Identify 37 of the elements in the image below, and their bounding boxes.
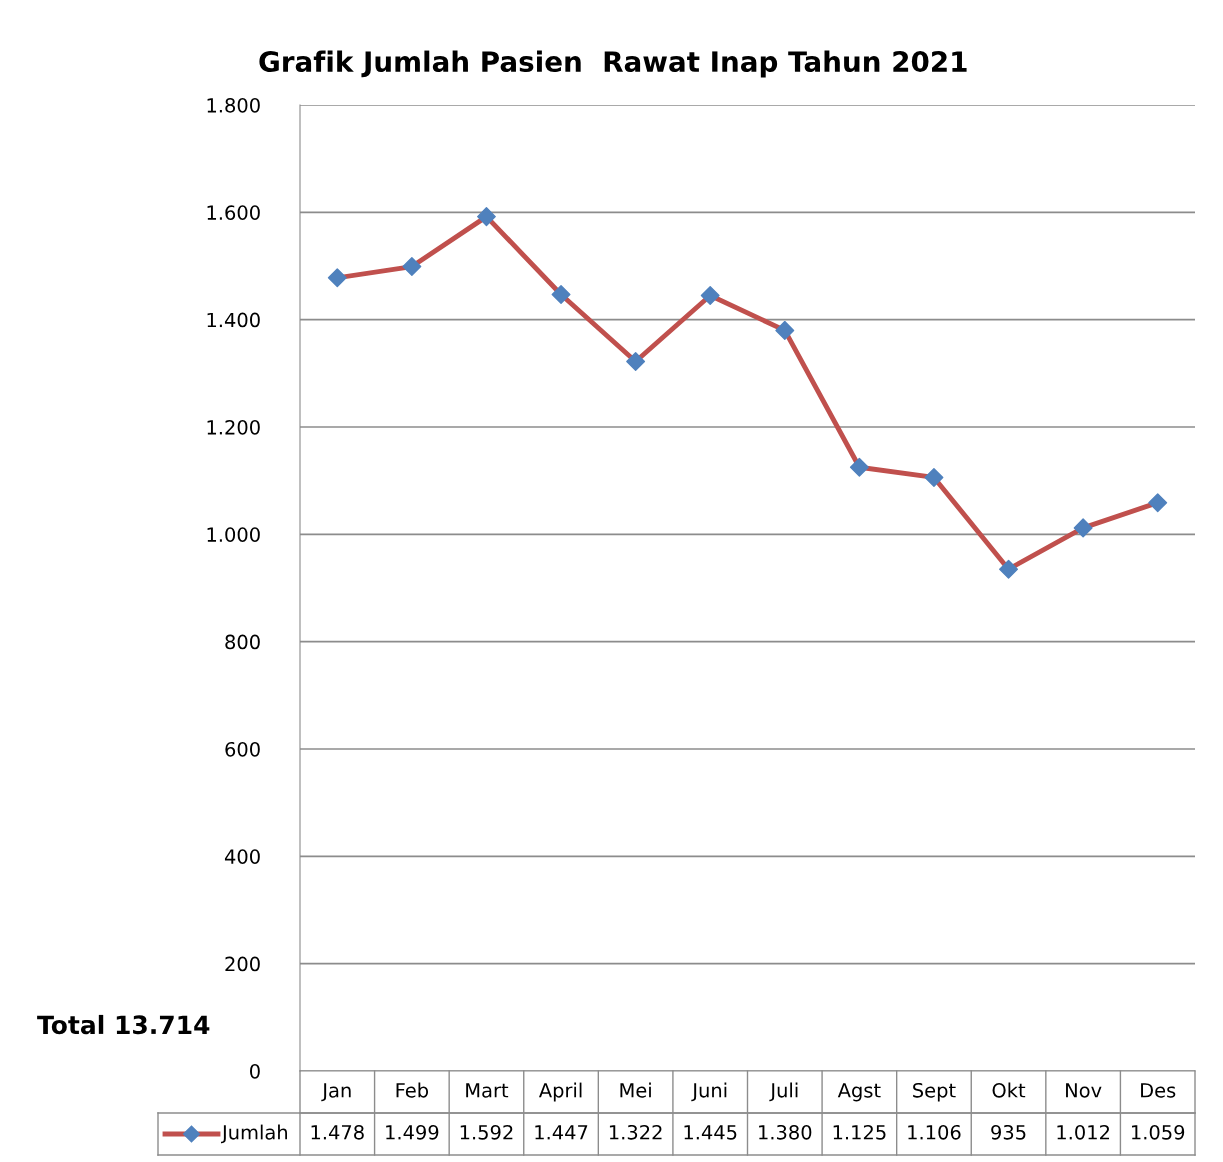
x-tick-label: Juni [691,1082,727,1102]
x-tick-label: Mart [466,1083,509,1098]
y-tick-label: 600 [225,741,260,757]
x-tick-label: Des [1141,1083,1176,1098]
x-tick-label: Okt [992,1082,1026,1098]
y-tick-label: 400 [224,849,260,864]
data-label: 1.059 [1132,1124,1185,1140]
data-label: 1.012 [1057,1124,1110,1140]
y-tick-label: 1.600 [207,205,260,220]
legend-label: Jumlah [220,1124,287,1144]
y-tick-label: 0 [250,1063,260,1079]
chart-title: Grafik Jumlah Pasien Rawat Inap Tahun 2021 [259,50,967,78]
x-tick-label: Sept [913,1082,956,1102]
x-tick-label: Feb [396,1082,429,1098]
x-tick-label: Juli [769,1082,798,1102]
data-label: 1.445 [684,1125,737,1140]
x-tick-label: Mei [620,1082,651,1098]
data-label: 1.478 [311,1124,364,1140]
y-tick-label: 1.200 [207,419,260,435]
data-label: 1.125 [833,1124,886,1140]
x-tick-label: Jan [321,1083,351,1102]
y-tick-label: 200 [225,956,260,972]
x-tick-label: Nov [1066,1083,1102,1098]
data-label: 1.447 [535,1125,588,1140]
y-tick-label: 800 [225,634,260,650]
text: Total 13.714 [37,1014,210,1035]
data-label: 1.499 [386,1124,439,1140]
data-label: 1.380 [759,1124,812,1140]
data-label: 1.106 [908,1124,961,1140]
y-tick-label: 1.800 [207,97,260,113]
x-tick-label: Agst [837,1083,881,1102]
data-label: 1.592 [460,1124,513,1140]
y-tick-label: 1.400 [207,312,260,328]
x-tick-label: April [538,1082,582,1102]
data-label: 1.322 [609,1124,662,1140]
data-label: 935 [991,1124,1026,1140]
y-tick-label: 1.000 [207,527,260,542]
